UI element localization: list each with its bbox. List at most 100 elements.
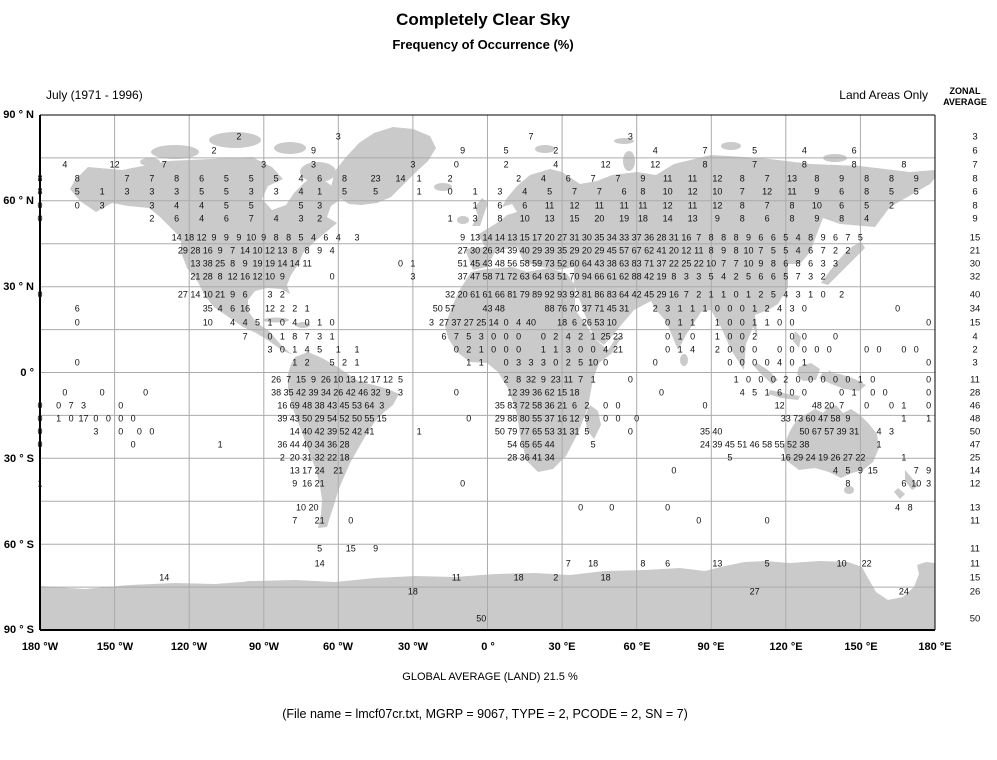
grid-value: 42 — [295, 387, 307, 398]
grid-value: 13 — [544, 213, 555, 224]
grid-value: 0 — [279, 317, 285, 328]
grid-value: 16 — [681, 232, 692, 243]
grid-value: 0 — [770, 374, 776, 385]
grid-value: 12 — [681, 245, 692, 256]
grid-value: 1 — [702, 303, 708, 314]
grid-value: 51 — [557, 271, 568, 282]
grid-value: 9 — [721, 245, 727, 256]
grid-value: 27 — [438, 317, 450, 328]
grid-value: 1 — [416, 186, 422, 197]
grid-value: 4 — [329, 245, 335, 256]
grid-value: 18 — [407, 586, 418, 597]
grid-value: 3 — [298, 213, 304, 224]
grid-value: 0 — [37, 439, 43, 450]
grid-value: 5 — [298, 200, 304, 211]
grid-value: 0 — [304, 317, 310, 328]
coverage-label: Land Areas Only — [839, 88, 928, 102]
grid-value: 10 — [743, 258, 754, 269]
grid-value: 1 — [447, 213, 453, 224]
grid-value: 7 — [764, 173, 770, 184]
grid-value: 48 — [494, 303, 505, 314]
grid-value: 11 — [451, 572, 462, 583]
grid-value: 4 — [199, 200, 205, 211]
grid-value: 5 — [503, 145, 509, 156]
grid-value: 0 — [814, 344, 820, 355]
grid-value: 26 — [333, 387, 344, 398]
grid-value: 92 — [569, 289, 580, 300]
grid-value: 50 — [476, 613, 487, 624]
grid-value: 9 — [217, 245, 223, 256]
grid-value: 6 — [758, 232, 764, 243]
grid-value: 1 — [267, 317, 273, 328]
grid-value: 0 — [864, 344, 870, 355]
grid-value: 4 — [230, 317, 236, 328]
grid-value: 64 — [532, 271, 543, 282]
grid-value: 60 — [569, 258, 580, 269]
grid-value: 12 — [264, 245, 276, 256]
grid-value: 11 — [787, 186, 797, 197]
zonal-average-value: 12 — [969, 478, 981, 490]
grid-value: 0 — [37, 400, 43, 411]
lat-tick-label: 30 ° S — [3, 453, 34, 465]
grid-value: 1 — [335, 344, 341, 355]
grid-value: 11 — [694, 245, 704, 256]
grid-value: 2 — [584, 400, 590, 411]
grid-value: 2 — [752, 331, 758, 342]
grid-value: 4 — [304, 344, 310, 355]
grid-value: 8 — [795, 258, 801, 269]
grid-value: 19 — [264, 258, 276, 269]
grid-value: 2 — [845, 245, 851, 256]
grid-value: 15 — [295, 374, 307, 385]
grid-value: 6 — [770, 271, 776, 282]
grid-value: 10 — [252, 245, 263, 256]
grid-value: 16 — [557, 413, 568, 424]
grid-value: 3 — [789, 303, 795, 314]
grid-value: 41 — [656, 245, 667, 256]
grid-value: 1 — [472, 186, 478, 197]
grid-value: 10 — [264, 271, 276, 282]
grid-value: 0 — [832, 331, 839, 342]
grid-value: 16 — [302, 478, 313, 489]
grid-value: 2 — [279, 303, 285, 314]
grid-value: 5 — [341, 186, 348, 197]
grid-value: 9 — [460, 145, 466, 156]
grid-value: 0 — [764, 515, 770, 526]
grid-value: 6 — [522, 200, 528, 211]
grid-value: 12 — [600, 159, 611, 170]
grid-value: 0 — [267, 331, 273, 342]
grid-value: 0 — [615, 413, 621, 424]
grid-value: 28 — [190, 245, 201, 256]
grid-value: 4 — [777, 357, 783, 368]
grid-value: 45 — [470, 258, 481, 269]
grid-value: 0 — [789, 357, 795, 368]
grid-value: 23 — [370, 173, 381, 184]
grid-value: 37 — [544, 413, 555, 424]
grid-value: 0 — [789, 344, 795, 355]
grid-value: 7 — [149, 173, 155, 184]
grid-value: 7 — [820, 245, 826, 256]
grid-value: 1 — [801, 357, 807, 368]
grid-value: 76 — [557, 303, 568, 314]
grid-value: 5 — [317, 344, 323, 355]
grid-value: 22 — [327, 452, 338, 463]
grid-value: 16 — [277, 400, 288, 411]
grid-value: 7 — [758, 245, 764, 256]
grid-value: 21 — [314, 478, 325, 489]
grid-value: 0 — [503, 331, 509, 342]
grid-value: 45 — [644, 289, 655, 300]
grid-value: 1 — [764, 317, 770, 328]
global-average-label: GLOBAL AVERAGE (LAND) 21.5 % — [402, 671, 578, 683]
grid-value: 1 — [317, 186, 323, 197]
grid-value: 8 — [814, 173, 820, 184]
grid-value: 21 — [612, 344, 624, 355]
grid-value: 0 — [665, 344, 671, 355]
grid-value: 11 — [544, 200, 555, 211]
grid-value: 42 — [631, 289, 642, 300]
grid-value: 0 — [652, 357, 658, 368]
grid-value: 9 — [373, 543, 379, 554]
grid-value: 1 — [677, 303, 683, 314]
grid-value: 5 — [466, 331, 472, 342]
grid-value: 6 — [764, 213, 770, 224]
grid-value: 0 — [727, 357, 733, 368]
